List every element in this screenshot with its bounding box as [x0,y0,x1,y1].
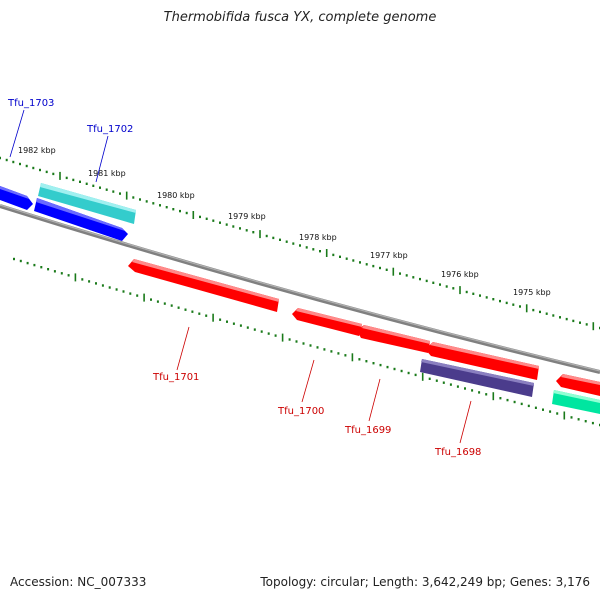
gene-tfu-1699[interactable] [357,325,430,353]
genome-summary-text: Topology: circular; Length: 3,642,249 bp… [260,575,590,589]
accession-text: Accession: NC_007333 [10,575,147,589]
gene-right-green[interactable] [552,390,600,414]
kbp-label-1979: 1979 kbp [228,212,266,221]
leader-tfu-1703 [9,109,25,158]
leader-tfu-1702 [95,135,109,183]
gene-tfu-1698[interactable] [420,359,534,397]
kbp-label-1976: 1976 kbp [441,270,479,279]
kbp-label-1980: 1980 kbp [157,191,195,200]
gene-label-tfu-1701[interactable]: Tfu_1701 [152,372,199,383]
genome-backbone [0,204,600,374]
gene-label-tfu-1699[interactable]: Tfu_1699 [344,425,391,436]
ticks-outer-ring [0,156,600,331]
gene-label-tfu-1700[interactable]: Tfu_1700 [277,406,324,417]
gene-tfu-1703[interactable] [34,198,128,241]
kbp-label-1982: 1982 kbp [18,146,56,155]
genome-backbone-highlight [0,204,600,372]
kbp-label-1978: 1978 kbp [299,233,337,242]
gene-tfu-1701[interactable] [128,259,279,312]
ticks-inner-ring [13,257,600,427]
gene-tfu-1702[interactable] [38,183,136,224]
gene-label-tfu-1702[interactable]: Tfu_1702 [86,124,133,135]
kbp-label-1981: 1981 kbp [88,169,126,178]
map-title: Thermobifida fusca YX, complete genome [163,10,437,25]
gene-tfu-1700[interactable] [292,308,362,336]
gene-label-tfu-1703[interactable]: Tfu_1703 [7,98,54,109]
leader-tfu-1700 [301,359,315,403]
leader-tfu-1699 [368,378,381,422]
gene-tfu-1698-red[interactable] [425,342,539,380]
gene-label-tfu-1698[interactable]: Tfu_1698 [434,447,481,458]
kbp-label-1977: 1977 kbp [370,251,408,260]
leader-tfu-1701 [176,326,190,371]
leader-tfu-1698 [459,400,472,444]
gene-right-red[interactable] [556,374,600,396]
gene-tfu-1703-left[interactable] [0,186,33,210]
kbp-label-1975: 1975 kbp [513,288,551,297]
